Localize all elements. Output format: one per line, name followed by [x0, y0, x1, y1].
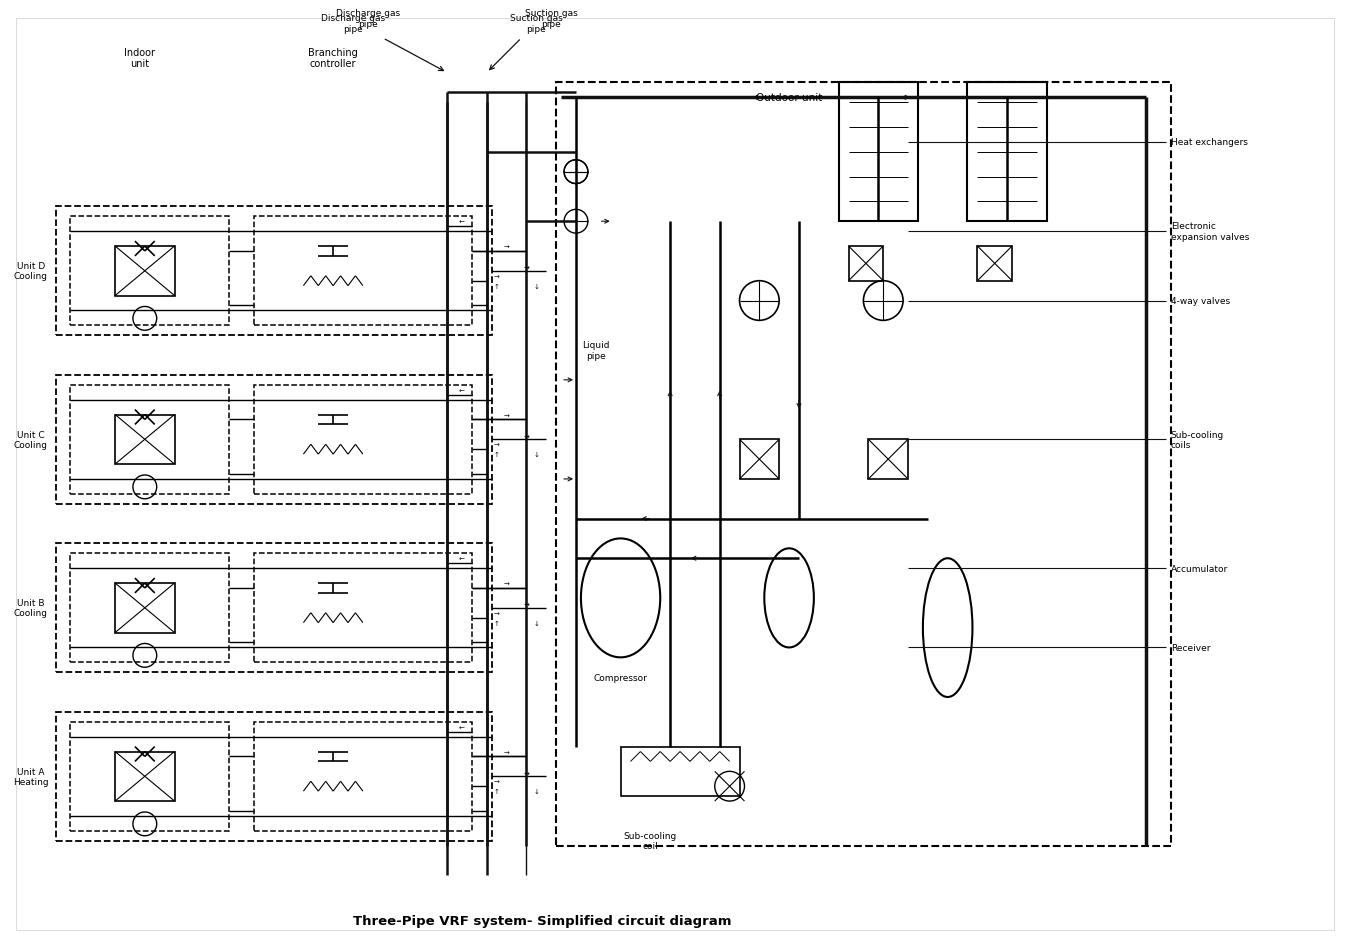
Text: 4-way valves: 4-way valves — [1170, 296, 1229, 306]
Text: →: → — [494, 443, 499, 448]
Text: →: → — [494, 780, 499, 785]
Text: ↑: ↑ — [494, 451, 499, 458]
Text: →: → — [504, 750, 509, 756]
Bar — [115, 751, 174, 801]
Text: Suction gas
pipe: Suction gas pipe — [525, 9, 578, 28]
Text: Accumulator: Accumulator — [1170, 565, 1228, 573]
Text: Sub-cooling
coils: Sub-cooling coils — [1170, 430, 1224, 449]
Bar — [254, 722, 472, 831]
Text: →: → — [504, 582, 509, 587]
Bar — [56, 712, 491, 841]
Bar — [115, 415, 174, 464]
Bar — [740, 440, 779, 480]
Text: ↓: ↓ — [534, 451, 539, 458]
Text: →: → — [524, 602, 530, 608]
Text: ↑: ↑ — [494, 620, 499, 626]
Text: ←: ← — [460, 557, 465, 563]
Text: ←: ← — [460, 725, 465, 731]
Text: Branching
controller: Branching controller — [309, 48, 358, 70]
Text: Receiver: Receiver — [1170, 643, 1210, 652]
Text: Unit A
Heating: Unit A Heating — [12, 767, 48, 786]
Bar — [70, 722, 229, 831]
Bar — [115, 583, 174, 632]
Text: ↓: ↓ — [534, 788, 539, 794]
Text: ←: ← — [460, 220, 465, 226]
Bar — [868, 440, 908, 480]
Text: →: → — [504, 413, 509, 419]
Text: Electronic
expansion valves: Electronic expansion valves — [1170, 222, 1249, 242]
Text: →: → — [494, 611, 499, 617]
Text: Suction gas
pipe: Suction gas pipe — [510, 14, 563, 34]
Text: Sub-cooling
coil: Sub-cooling coil — [624, 831, 676, 851]
Text: Compressor: Compressor — [594, 673, 648, 682]
Text: Heat exchangers: Heat exchangers — [1170, 138, 1247, 147]
Bar — [56, 207, 491, 336]
Text: →: → — [524, 434, 530, 440]
Bar — [56, 376, 491, 504]
Bar — [977, 246, 1013, 281]
Text: Unit C
Cooling: Unit C Cooling — [14, 430, 48, 449]
Text: Unit B
Cooling: Unit B Cooling — [14, 598, 48, 617]
Text: →: → — [524, 770, 530, 777]
Bar — [115, 246, 174, 296]
Bar — [848, 246, 884, 281]
Bar — [838, 83, 918, 222]
Text: →: → — [494, 275, 499, 280]
Bar — [967, 83, 1047, 222]
Text: ↓: ↓ — [534, 620, 539, 626]
Bar — [70, 385, 229, 495]
Text: Indoor
unit: Indoor unit — [125, 48, 155, 70]
Bar — [70, 554, 229, 663]
Bar — [254, 554, 472, 663]
Text: ↑: ↑ — [494, 283, 499, 290]
Bar — [254, 385, 472, 495]
Bar — [620, 747, 740, 797]
Text: →: → — [504, 244, 509, 251]
Bar — [556, 83, 1170, 846]
Bar — [254, 217, 472, 326]
Text: Discharge gas
pipe: Discharge gas pipe — [321, 14, 386, 34]
Text: ←: ← — [460, 388, 465, 395]
Text: →: → — [524, 265, 530, 272]
Text: Unit D
Cooling: Unit D Cooling — [14, 261, 48, 281]
Text: Discharge gas
pipe: Discharge gas pipe — [336, 9, 399, 28]
Bar — [70, 217, 229, 326]
Text: ↓: ↓ — [534, 283, 539, 290]
Bar — [56, 544, 491, 672]
Text: Outdoor unit: Outdoor unit — [756, 93, 823, 103]
Text: ↑: ↑ — [494, 788, 499, 794]
Text: Liquid
pipe: Liquid pipe — [582, 341, 609, 361]
Text: Three-Pipe VRF system- Simplified circuit diagram: Three-Pipe VRF system- Simplified circui… — [353, 914, 731, 926]
